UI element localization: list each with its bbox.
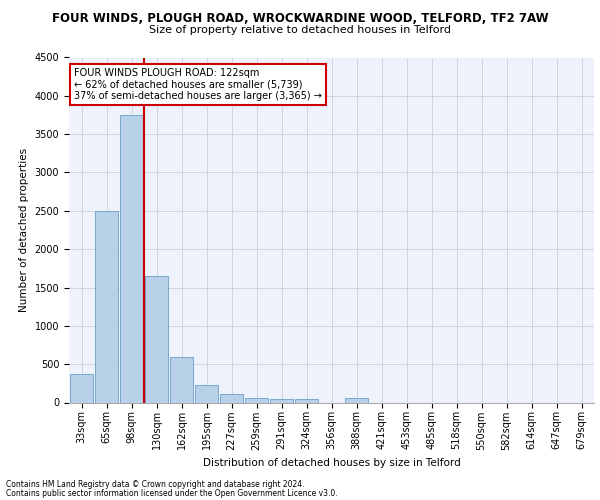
Bar (70, 374, 93, 402)
Bar (245, 398, 268, 402)
Text: Size of property relative to detached houses in Telford: Size of property relative to detached ho… (149, 25, 451, 35)
Bar (195, 385, 218, 402)
Bar (270, 400, 293, 402)
Bar (295, 400, 318, 402)
Y-axis label: Number of detached properties: Number of detached properties (19, 148, 29, 312)
Bar (145, 276, 168, 402)
Bar (95, 211, 118, 402)
Bar (345, 398, 368, 402)
Bar (220, 394, 243, 402)
X-axis label: Distribution of detached houses by size in Telford: Distribution of detached houses by size … (203, 458, 460, 468)
Text: FOUR WINDS, PLOUGH ROAD, WROCKWARDINE WOOD, TELFORD, TF2 7AW: FOUR WINDS, PLOUGH ROAD, WROCKWARDINE WO… (52, 12, 548, 25)
Text: FOUR WINDS PLOUGH ROAD: 122sqm
← 62% of detached houses are smaller (5,739)
37% : FOUR WINDS PLOUGH ROAD: 122sqm ← 62% of … (74, 68, 322, 101)
Bar (120, 115, 143, 403)
Text: Contains public sector information licensed under the Open Government Licence v3: Contains public sector information licen… (6, 488, 338, 498)
Text: Contains HM Land Registry data © Crown copyright and database right 2024.: Contains HM Land Registry data © Crown c… (6, 480, 305, 489)
Bar (170, 358, 193, 403)
